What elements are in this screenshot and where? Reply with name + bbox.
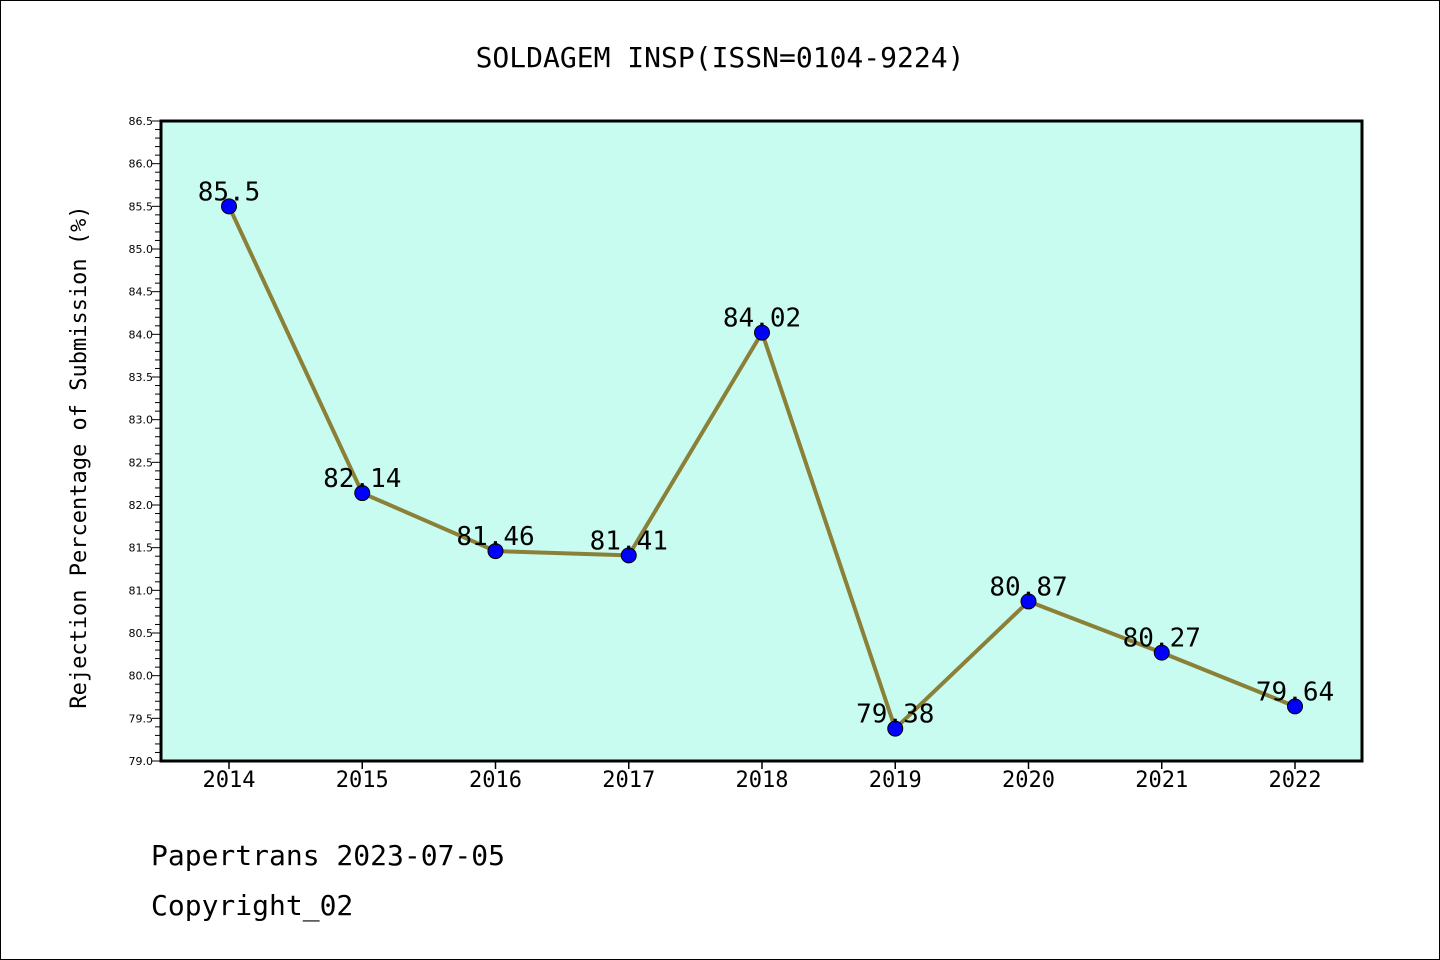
y-tick-label: 79.5 [129, 712, 154, 725]
x-tick-label: 2020 [1002, 768, 1055, 793]
y-axis: 79.0 79.5 80.0 80.5 81.0 81.5 82.0 82.5 83.0 83.5… [129, 115, 163, 768]
x-tick-label: 2018 [736, 768, 789, 793]
data-point-marker [1153, 644, 1170, 661]
y-tick-label: 81.0 [129, 584, 154, 597]
x-tick-label: 2019 [869, 768, 922, 793]
series-line-group: 85.5 82.14 81.46 81.41 84.02 79.38 80.87 80.27 7… [198, 177, 1334, 737]
y-tick-label: 80.5 [129, 627, 154, 640]
data-value-label: 81.46 [456, 522, 534, 552]
data-point-marker [887, 720, 904, 737]
y-tick-label: 79.0 [129, 755, 154, 768]
data-value-label: 80.27 [1123, 624, 1201, 654]
data-value-label: 84.02 [723, 304, 801, 334]
y-tick-label: 80.0 [129, 670, 154, 683]
footer-date: Papertrans 2023-07-05 [151, 839, 505, 872]
x-tick-label: 2022 [1269, 768, 1322, 793]
data-value-label: 79.38 [856, 700, 934, 730]
y-tick-label: 86.0 [129, 158, 154, 171]
plot-area [159, 119, 1364, 763]
data-value-label: 79.64 [1256, 677, 1334, 707]
data-point-marker [1020, 593, 1037, 610]
y-tick-label: 85.5 [129, 200, 154, 213]
footer-copyright: Copyright_02 [151, 889, 353, 923]
y-tick-label: 86.5 [129, 115, 154, 128]
data-value-label: 80.87 [989, 572, 1067, 602]
data-point-marker [354, 485, 371, 502]
data-point-marker [487, 543, 504, 560]
y-tick-label: 82.5 [129, 456, 154, 469]
y-axis-label: Rejection Percentage of Submission (%) [67, 205, 92, 708]
x-tick-label: 2014 [203, 768, 256, 793]
x-tick-label: 2015 [336, 768, 389, 793]
data-point-marker [1287, 698, 1303, 715]
x-axis: 2014 2015 2016 2017 2018 2019 2020 2021 2022 [203, 761, 1322, 793]
data-point-marker [754, 324, 770, 341]
x-tick-label: 2016 [469, 768, 522, 793]
y-tick-label: 84.5 [129, 286, 154, 299]
y-tick-label: 81.5 [129, 542, 154, 555]
y-tick-label: 82.0 [129, 499, 154, 512]
data-point-marker [221, 198, 237, 215]
data-point-marker [620, 547, 637, 564]
y-tick-label: 83.0 [129, 414, 154, 427]
x-tick-label: 2021 [1135, 768, 1188, 793]
y-tick-label: 84.0 [129, 328, 154, 341]
data-value-label: 81.41 [590, 526, 668, 556]
chart-title: SOLDAGEM INSP(ISSN=0104-9224) [476, 41, 965, 74]
data-value-label: 82.14 [323, 464, 401, 494]
y-tick-label: 85.0 [129, 243, 154, 256]
data-value-label: 85.5 [198, 177, 261, 207]
y-tick-label: 83.5 [129, 371, 154, 384]
x-tick-label: 2017 [602, 768, 655, 793]
